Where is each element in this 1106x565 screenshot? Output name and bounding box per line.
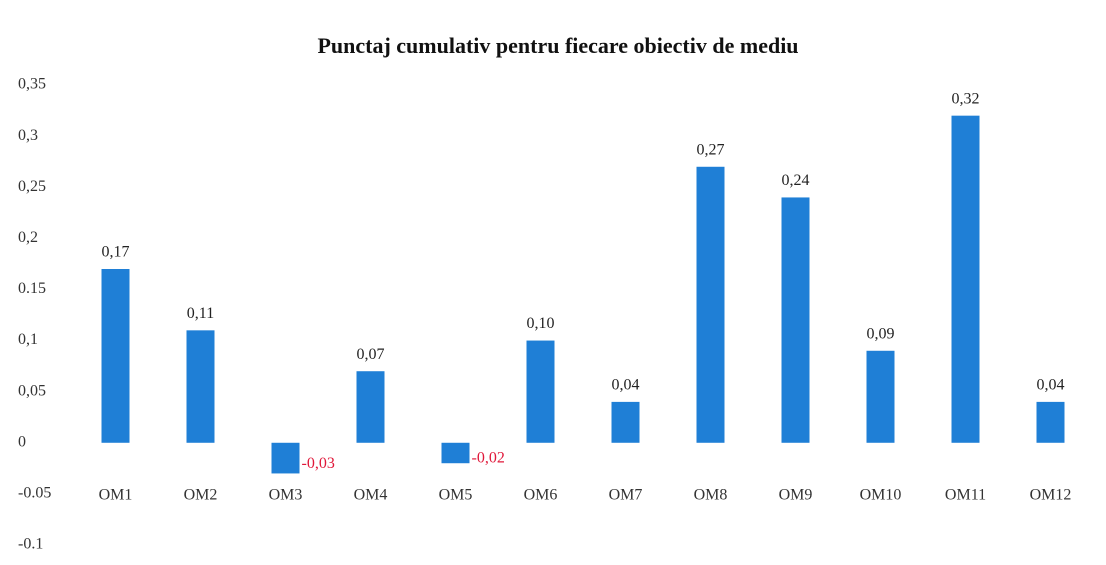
bar <box>1036 401 1065 443</box>
value-label: 0,24 <box>782 172 810 189</box>
bar <box>696 166 725 443</box>
x-tick-label: OM5 <box>439 487 473 504</box>
bar <box>526 340 555 443</box>
bar <box>611 401 640 443</box>
chart-title: Punctaj cumulativ pentru fiecare obiecti… <box>317 33 798 58</box>
bar <box>186 330 215 443</box>
bar <box>356 371 385 443</box>
value-label: 0,07 <box>357 346 385 363</box>
bar <box>781 197 810 443</box>
x-tick-label: OM8 <box>694 487 728 504</box>
bar <box>951 115 980 443</box>
value-label: -0,02 <box>472 450 505 467</box>
y-tick-label: 0,1 <box>18 331 38 348</box>
bar <box>441 442 470 464</box>
x-tick-label: OM12 <box>1030 487 1072 504</box>
x-tick-label: OM2 <box>184 487 218 504</box>
value-label: 0,04 <box>612 377 640 394</box>
x-tick-label: OM11 <box>945 487 986 504</box>
bar <box>101 269 130 443</box>
value-label: 0,32 <box>952 90 980 107</box>
bar <box>271 442 300 474</box>
y-tick-label: 0 <box>18 433 26 450</box>
x-tick-label: OM6 <box>524 487 558 504</box>
x-tick-label: OM1 <box>99 487 133 504</box>
y-tick-label: 0,3 <box>18 127 38 144</box>
x-tick-label: OM7 <box>609 487 643 504</box>
value-label: 0,27 <box>697 141 725 158</box>
y-tick-label: -0.1 <box>18 536 43 553</box>
x-tick-label: OM10 <box>860 487 902 504</box>
value-label: 0,04 <box>1037 377 1065 394</box>
y-tick-label: 0,05 <box>18 382 46 399</box>
value-label: 0,09 <box>867 325 895 342</box>
value-label: -0,03 <box>302 455 335 472</box>
value-label: 0,10 <box>527 315 555 332</box>
value-label: 0,11 <box>187 305 214 322</box>
y-tick-label: 0,25 <box>18 178 46 195</box>
y-tick-label: -0.05 <box>18 485 51 502</box>
x-tick-label: OM9 <box>779 487 813 504</box>
y-tick-label: 0,35 <box>18 76 46 93</box>
x-tick-label: OM4 <box>354 487 388 504</box>
bar <box>866 350 895 443</box>
x-tick-label: OM3 <box>269 487 303 504</box>
y-tick-label: 0.15 <box>18 280 46 297</box>
y-tick-label: 0,2 <box>18 229 38 246</box>
value-label: 0,17 <box>102 244 130 261</box>
